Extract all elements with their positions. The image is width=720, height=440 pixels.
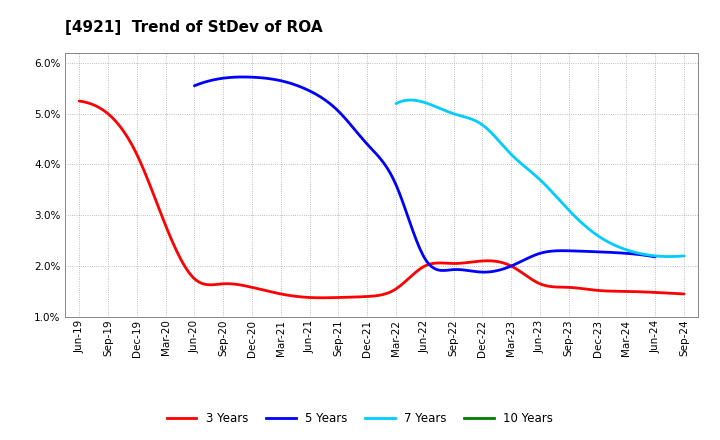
Legend: 3 Years, 5 Years, 7 Years, 10 Years: 3 Years, 5 Years, 7 Years, 10 Years bbox=[162, 407, 558, 430]
Text: [4921]  Trend of StDev of ROA: [4921] Trend of StDev of ROA bbox=[65, 20, 323, 35]
